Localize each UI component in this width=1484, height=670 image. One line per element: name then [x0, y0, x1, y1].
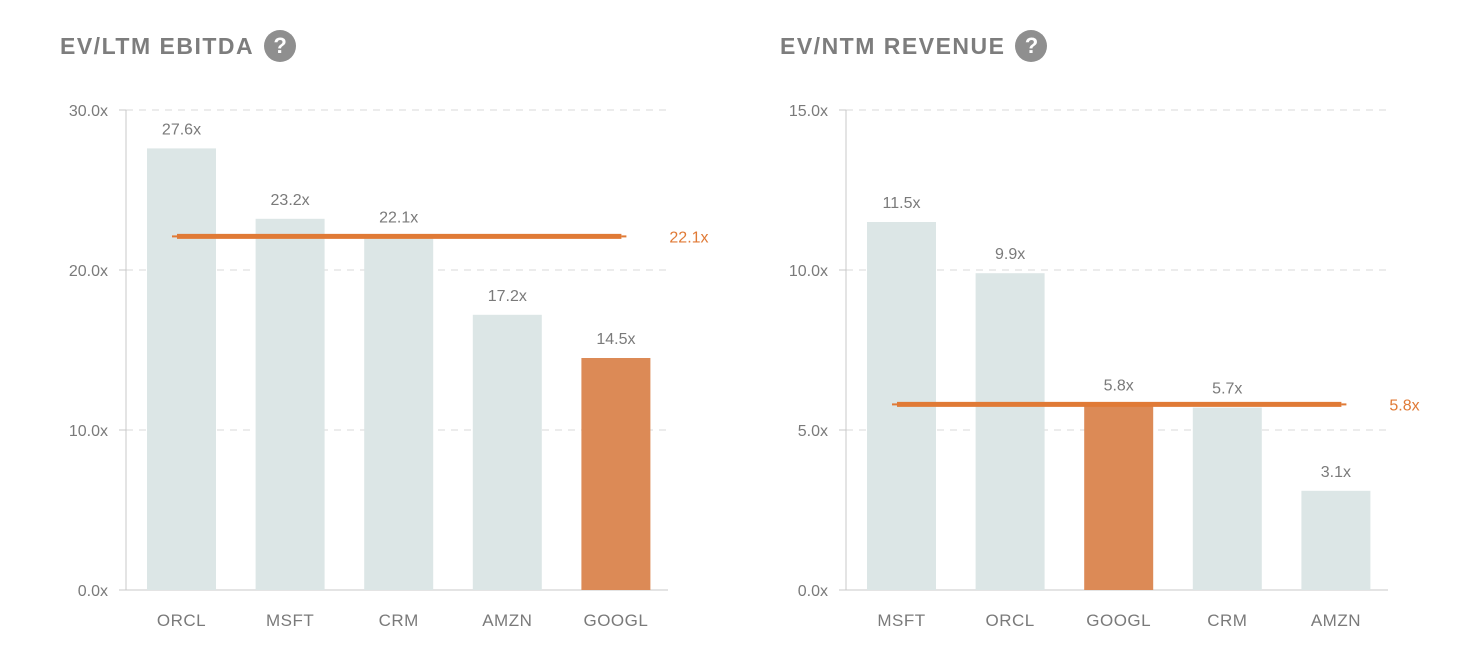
ev-ltm-ebitda-chart: 0.0x 10.0x 20.0x 30.0x 27.6x ORCL 23.2x MSFT 22.…	[69, 103, 709, 630]
y-tick-label: 30.0x	[69, 103, 108, 120]
bar-crm	[364, 236, 434, 590]
ev-ltm-ebitda-panel: EV/LTM EBITDA ? 0.0x 10.0x 20.0x 30.0x 27.6x…	[60, 30, 709, 630]
x-category-label: GOOGL	[583, 611, 648, 630]
y-tick-label: 15.0x	[789, 103, 828, 120]
bar-value-label: 23.2x	[271, 192, 310, 209]
y-tick-label: 20.0x	[69, 263, 108, 280]
bar-googl	[1084, 404, 1154, 590]
ev-ntm-revenue-panel: EV/NTM REVENUE ? 0.0x 5.0x 10.0x 15.0x 11.5x…	[720, 0, 1462, 670]
y-tick-label: 0.0x	[78, 583, 108, 600]
bar-value-label: 9.9x	[995, 246, 1025, 263]
bar-value-label: 5.7x	[1212, 381, 1242, 398]
bar-value-label: 11.5x	[883, 195, 921, 212]
x-category-label: AMZN	[482, 611, 532, 630]
bar-value-label: 5.8x	[1104, 377, 1134, 394]
chart-title-row: EV/LTM EBITDA ?	[60, 30, 297, 62]
bar-amzn	[472, 314, 542, 590]
chart-title: EV/NTM REVENUE	[780, 32, 1006, 59]
x-category-label: MSFT	[877, 611, 925, 630]
y-tick-label: 5.0x	[798, 423, 828, 440]
bar-value-label: 27.6x	[162, 121, 201, 138]
x-category-label: ORCL	[985, 611, 1034, 630]
median-value-label: 22.1x	[669, 229, 708, 246]
x-category-label: ORCL	[157, 611, 206, 630]
bar-value-label: 14.5x	[596, 331, 635, 348]
x-category-label: MSFT	[266, 611, 314, 630]
bar-amzn	[1301, 490, 1371, 590]
y-tick-label: 10.0x	[789, 263, 828, 280]
bar-value-label: 17.2x	[488, 288, 527, 305]
y-tick-label: 0.0x	[798, 583, 828, 600]
bar-crm	[1192, 407, 1262, 590]
bar-msft	[255, 218, 325, 591]
help-icon[interactable]: ?	[1015, 30, 1048, 62]
bar-orcl	[975, 273, 1045, 590]
bar-value-label: 22.1x	[379, 209, 418, 226]
bar-value-label: 3.1x	[1321, 464, 1351, 481]
median-value-label: 5.8x	[1389, 397, 1419, 414]
y-tick-label: 10.0x	[69, 423, 108, 440]
ev-ntm-revenue-chart: 0.0x 5.0x 10.0x 15.0x 11.5x MSFT 9.9x ORCL 5.8x G…	[789, 103, 1420, 630]
x-category-label: AMZN	[1311, 611, 1361, 630]
help-icon[interactable]: ?	[264, 30, 297, 62]
x-category-label: GOOGL	[1086, 611, 1151, 630]
x-category-label: CRM	[1207, 611, 1247, 630]
bar-orcl	[147, 148, 216, 590]
chart-title: EV/LTM EBITDA	[60, 32, 255, 59]
bar-googl	[581, 358, 651, 590]
x-category-label: CRM	[379, 611, 419, 630]
chart-title-row: EV/NTM REVENUE ?	[780, 30, 1048, 62]
